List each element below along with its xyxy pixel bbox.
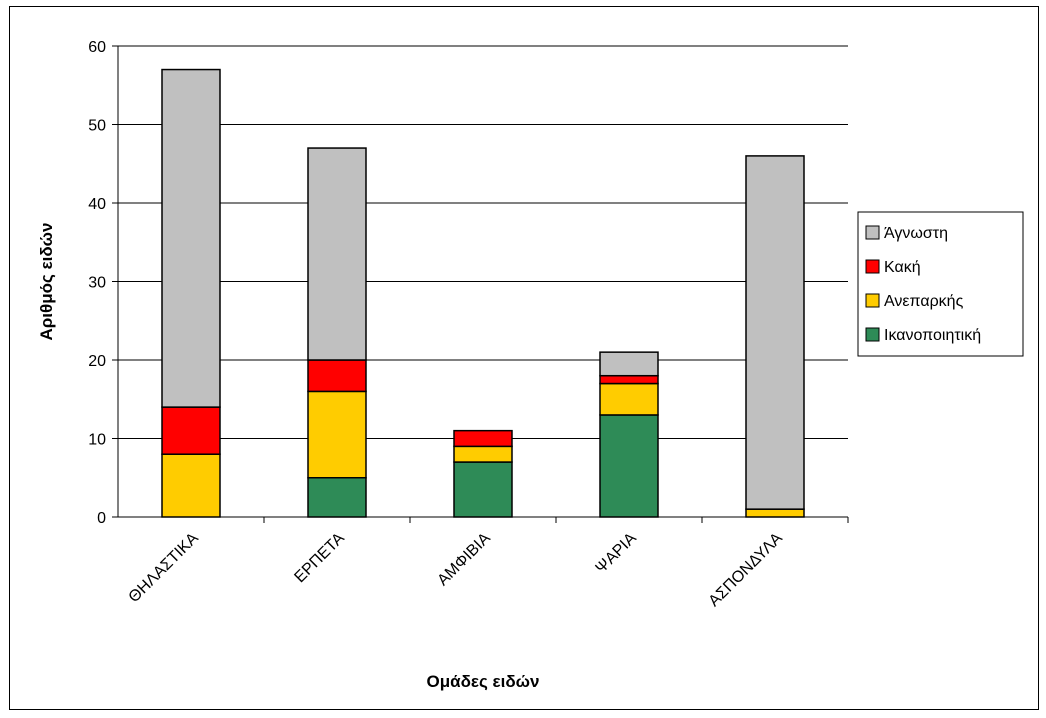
x-tick-label: ΨΑΡΙΑ	[593, 530, 640, 577]
bar-segment	[307, 390, 367, 479]
legend-swatch	[865, 225, 880, 240]
y-tick-label: 10	[88, 432, 106, 449]
bar-segment	[599, 374, 659, 385]
legend: Άγνωστη Κακή Ανεπαρκής Ικανοποιητική	[857, 211, 1024, 357]
y-tick-label: 60	[88, 39, 106, 56]
y-tick-label: 20	[88, 353, 106, 370]
bar-segment	[161, 453, 221, 518]
y-tick-label: 50	[88, 118, 106, 135]
legend-swatch	[865, 259, 880, 274]
bar-segment	[599, 351, 659, 377]
bar-segment	[161, 406, 221, 455]
y-tick-label: 40	[88, 196, 106, 213]
x-tick-label: ΘΗΛΑΣΤΙΚΑ	[126, 530, 202, 606]
gridlines	[118, 45, 848, 439]
legend-label: Κακή	[884, 259, 921, 276]
bar-segment	[307, 147, 367, 361]
x-tick-label: ΕΡΠΕΤΑ	[291, 530, 348, 587]
bar-segment	[307, 477, 367, 518]
bar-segment	[453, 445, 513, 463]
legend-swatch	[865, 293, 880, 308]
bar-segment	[453, 461, 513, 518]
legend-label: Ανεπαρκής	[884, 293, 964, 310]
bar-segment	[745, 508, 805, 518]
y-axis-title: Αριθμός ειδών	[37, 223, 56, 341]
bar-segment	[161, 68, 221, 408]
x-tick-label: ΑΜΦΙΒΙΑ	[434, 530, 494, 590]
legend-label: Ικανοποιητική	[884, 327, 981, 344]
bar-segment	[453, 429, 513, 448]
legend-swatch	[865, 327, 880, 342]
y-tick-label: 0	[97, 510, 106, 527]
legend-label: Άγνωστη	[884, 225, 948, 242]
bars	[161, 68, 805, 518]
bar-segment	[307, 359, 367, 393]
bar-segment	[745, 155, 805, 510]
bar-segment	[599, 414, 659, 518]
legend-box	[857, 211, 1024, 357]
y-tick-labels: 0 10 20 30 40 50 60	[88, 39, 106, 527]
x-tick-label: ΑΣΠΟΝΔΥΛΑ	[706, 530, 786, 610]
y-tick-label: 30	[88, 275, 106, 292]
axes	[112, 45, 849, 523]
bar-segment	[599, 382, 659, 416]
x-axis-title: Ομάδες ειδών	[427, 672, 540, 691]
x-tick-labels: ΘΗΛΑΣΤΙΚΑ ΕΡΠΕΤΑ ΑΜΦΙΒΙΑ ΨΑΡΙΑ ΑΣΠΟΝΔΥΛΑ	[126, 530, 786, 610]
